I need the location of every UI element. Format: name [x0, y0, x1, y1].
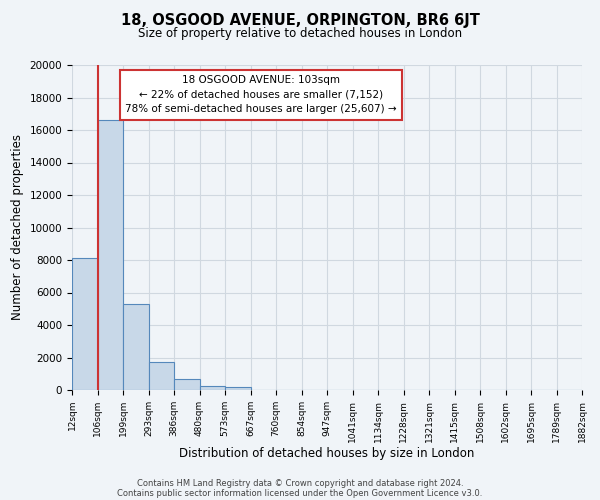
Bar	[97, 120, 123, 390]
Text: Contains public sector information licensed under the Open Government Licence v3: Contains public sector information licen…	[118, 488, 482, 498]
Text: 18 OSGOOD AVENUE: 103sqm
← 22% of detached houses are smaller (7,152)
78% of sem: 18 OSGOOD AVENUE: 103sqm ← 22% of detach…	[125, 74, 397, 114]
Bar	[174, 378, 199, 390]
Bar	[149, 362, 174, 390]
Y-axis label: Number of detached properties: Number of detached properties	[11, 134, 24, 320]
Bar	[199, 386, 225, 390]
Bar	[123, 304, 149, 390]
X-axis label: Distribution of detached houses by size in London: Distribution of detached houses by size …	[179, 448, 475, 460]
Text: 18, OSGOOD AVENUE, ORPINGTON, BR6 6JT: 18, OSGOOD AVENUE, ORPINGTON, BR6 6JT	[121, 12, 479, 28]
Bar	[72, 258, 97, 390]
Text: Size of property relative to detached houses in London: Size of property relative to detached ho…	[138, 28, 462, 40]
Bar	[225, 387, 251, 390]
Text: Contains HM Land Registry data © Crown copyright and database right 2024.: Contains HM Land Registry data © Crown c…	[137, 478, 463, 488]
